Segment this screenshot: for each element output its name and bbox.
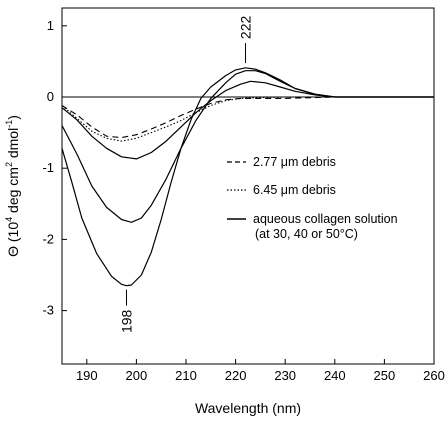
legend: 2.77 μm debris 6.45 μm debris aqueous coll…	[227, 155, 398, 241]
legend-label: 2.77 μm debris	[253, 155, 336, 169]
series-line-5	[61, 67, 434, 287]
series-group	[61, 67, 434, 287]
y-tick-label: 0	[47, 89, 54, 104]
y-tick-label: -2	[42, 231, 54, 246]
peak-annotations: 222 198	[118, 16, 253, 334]
x-axis-title: Wavelength (nm)	[195, 400, 301, 416]
y-title-sup-2: 2	[4, 162, 14, 167]
series-line-3	[61, 80, 434, 160]
x-tick-label: 230	[274, 368, 296, 383]
x-tick-label: 240	[324, 368, 346, 383]
annotation-label: 222	[238, 16, 254, 40]
legend-label: 6.45 μm debris	[253, 183, 336, 197]
y-title-sup-3: -1	[4, 120, 14, 128]
y-title-part-3: dmol	[5, 128, 21, 162]
y-tick-label: -3	[42, 303, 54, 318]
y-title-part-1: Θ (10	[5, 222, 21, 257]
y-tick-label: 1	[47, 18, 54, 33]
y-axis-title: Θ (104 deg cm2 dmol-1)	[4, 115, 21, 257]
plot-frame	[61, 7, 435, 365]
series-line-2	[61, 96, 434, 142]
x-tick-label: 220	[225, 368, 247, 383]
legend-label-line2: (at 30, 40 or 50°C)	[255, 227, 358, 241]
y-title-part-2: deg cm	[5, 167, 21, 217]
series-line-1	[61, 96, 434, 139]
x-tick-label: 200	[126, 368, 148, 383]
y-title-part-4: )	[5, 115, 21, 120]
x-tick-label: 210	[175, 368, 197, 383]
y-tick-label: -1	[42, 160, 54, 175]
legend-label: aqueous collagen solution	[253, 212, 398, 226]
x-tick-label: 260	[423, 368, 445, 383]
x-tick-label: 250	[374, 368, 396, 383]
x-tick-label: 190	[76, 368, 98, 383]
axis-ticks: 190 200 210 220 230 240 250 260 1 0 -1 -2 -3	[42, 18, 444, 383]
series-line-4	[61, 70, 434, 223]
y-title-sup-1: 4	[4, 217, 14, 222]
annotation-label: 198	[118, 309, 134, 333]
